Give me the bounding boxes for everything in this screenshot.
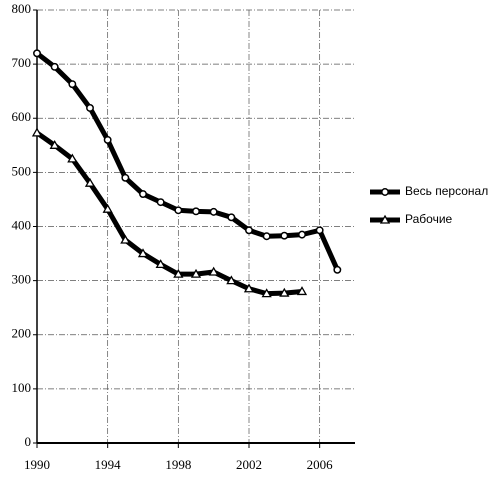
marker — [121, 173, 130, 182]
x-tick-label: 2002 — [236, 457, 262, 472]
series-line — [35, 51, 340, 271]
marker — [173, 268, 184, 278]
marker — [103, 135, 112, 144]
marker — [245, 226, 253, 235]
legend-marker — [381, 188, 389, 196]
y-tick-label: 800 — [12, 1, 32, 16]
marker — [102, 203, 113, 213]
marker — [155, 259, 166, 269]
marker — [174, 206, 183, 215]
marker — [156, 198, 165, 207]
y-tick-label: 0 — [25, 434, 32, 449]
marker — [243, 283, 255, 293]
marker — [86, 104, 94, 112]
marker — [296, 286, 308, 296]
marker — [280, 231, 289, 240]
y-tick-label: 700 — [12, 55, 32, 70]
marker — [261, 288, 272, 298]
marker — [68, 80, 77, 89]
x-tick-label: 1990 — [24, 457, 50, 472]
legend-marker — [379, 214, 391, 224]
marker — [31, 127, 43, 137]
y-tick-label: 200 — [12, 326, 32, 341]
marker — [139, 190, 147, 198]
y-tick-label: 600 — [12, 109, 32, 124]
marker — [262, 232, 271, 241]
marker — [279, 287, 290, 297]
y-tick-label: 400 — [12, 217, 32, 232]
x-tick-label: 2006 — [307, 457, 334, 472]
marker — [208, 266, 219, 276]
marker — [67, 153, 78, 163]
marker — [192, 207, 200, 216]
marker — [190, 268, 202, 278]
legend-label: Весь персонал — [405, 184, 488, 198]
marker — [50, 62, 59, 71]
marker — [49, 140, 60, 149]
x-tick-label: 1994 — [95, 457, 122, 472]
series-line — [35, 130, 303, 297]
marker — [84, 177, 96, 187]
legend-label: Рабочие — [405, 212, 453, 226]
marker — [226, 275, 237, 285]
marker — [137, 248, 149, 258]
marker — [120, 234, 131, 244]
marker — [227, 213, 236, 222]
marker — [315, 226, 324, 235]
x-tick-label: 1998 — [165, 457, 191, 472]
y-tick-label: 100 — [12, 380, 32, 395]
marker — [333, 265, 342, 274]
marker — [33, 49, 41, 58]
marker — [298, 230, 306, 239]
y-tick-label: 500 — [12, 163, 32, 178]
y-tick-label: 300 — [12, 272, 32, 287]
marker — [209, 207, 218, 216]
